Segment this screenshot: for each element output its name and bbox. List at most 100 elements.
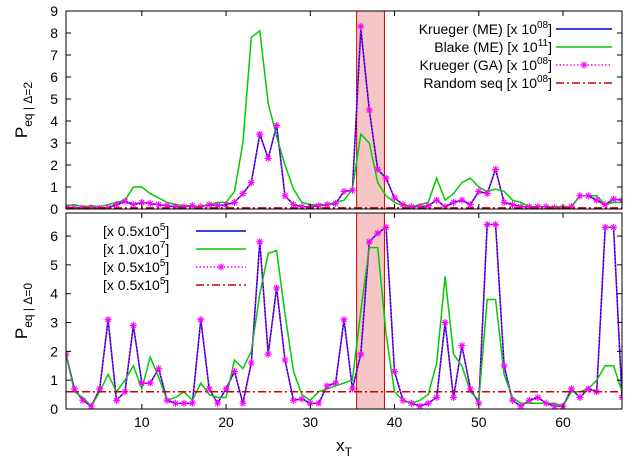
data-point-marker xyxy=(70,204,78,209)
data-point-marker xyxy=(542,203,550,209)
data-point-marker xyxy=(155,365,163,373)
data-point-marker xyxy=(256,238,264,246)
data-point-marker xyxy=(483,221,491,229)
data-point-marker xyxy=(374,229,382,237)
data-point-marker xyxy=(129,201,137,209)
data-point-marker xyxy=(416,402,424,409)
x-tick-label: 30 xyxy=(303,414,319,430)
data-point-marker xyxy=(576,192,584,200)
y-axis-label: Peq | Δ=0 xyxy=(12,283,35,340)
series-line-3 xyxy=(66,26,622,209)
legend-label-text: ] xyxy=(165,223,169,239)
data-point-marker xyxy=(87,402,95,409)
data-point-marker xyxy=(138,198,146,206)
legend-label: [x 1.0x107] xyxy=(103,240,169,257)
data-point-marker xyxy=(340,316,348,324)
data-point-marker xyxy=(315,202,323,209)
legend-label-text: Krueger (ME) [x 10 xyxy=(419,21,537,37)
legend-entry: Blake (ME) [x 1011] xyxy=(434,38,612,55)
x-tick-label: 20 xyxy=(218,414,234,430)
legend-entry: [x 1.0x107] xyxy=(103,240,246,257)
x-axis-label: xT xyxy=(336,436,353,459)
legend-label-text: [x 0.5x10 xyxy=(103,277,160,293)
legend-label-exponent: 7 xyxy=(160,240,166,251)
legend-entry: [x 0.5x105] xyxy=(103,276,246,293)
legend-label-text: ] xyxy=(548,39,552,55)
data-point-marker xyxy=(391,194,399,202)
data-point-marker xyxy=(441,319,449,327)
data-point-marker xyxy=(542,399,550,407)
data-point-marker xyxy=(172,399,180,407)
y-tick-label: 8 xyxy=(50,25,58,41)
plot-frame xyxy=(65,10,623,210)
data-point-marker xyxy=(450,393,458,401)
data-point-marker xyxy=(121,197,129,205)
y-tick-label: 4 xyxy=(50,113,58,129)
data-point-marker xyxy=(407,203,415,209)
data-point-marker xyxy=(525,203,533,209)
x-tick-label: 40 xyxy=(387,414,403,430)
data-point-marker xyxy=(323,201,331,209)
data-point-marker xyxy=(332,200,340,207)
data-point-marker xyxy=(163,202,171,209)
data-point-marker xyxy=(508,396,516,404)
data-point-marker xyxy=(458,196,466,204)
data-point-marker xyxy=(281,192,289,200)
data-point-marker xyxy=(534,203,542,209)
legend-label-exponent: 5 xyxy=(160,258,166,269)
data-point-marker xyxy=(138,379,146,387)
data-point-marker xyxy=(239,190,247,198)
data-point-marker xyxy=(289,396,297,404)
y-tick-label: 1 xyxy=(50,179,58,195)
data-point-marker xyxy=(146,200,154,207)
data-point-marker xyxy=(230,368,238,376)
data-point-marker xyxy=(289,201,297,209)
legend-label-text: Random seq [x 10 xyxy=(423,75,537,91)
data-point-marker xyxy=(382,223,390,231)
legend-label-text: [x 0.5x10 xyxy=(103,223,160,239)
y-axis-label-main: P xyxy=(12,328,31,339)
data-point-marker xyxy=(340,187,348,195)
data-point-marker xyxy=(197,316,205,324)
data-point-marker xyxy=(466,385,474,393)
data-point-marker xyxy=(96,385,104,393)
data-point-marker xyxy=(500,198,508,206)
data-point-marker xyxy=(298,203,306,209)
y-tick-label: 6 xyxy=(50,228,58,244)
data-point-marker xyxy=(517,402,525,409)
data-point-marker xyxy=(391,368,399,376)
y-tick-label: 4 xyxy=(50,286,58,302)
data-point-marker xyxy=(281,356,289,364)
legend-marker xyxy=(217,263,225,271)
data-point-marker xyxy=(576,393,584,401)
data-point-marker xyxy=(197,203,205,209)
data-point-marker xyxy=(475,399,483,407)
data-point-marker xyxy=(534,393,542,401)
x-tick-label: 10 xyxy=(134,414,150,430)
data-point-marker xyxy=(172,203,180,209)
legend-label: Krueger (ME) [x 1008] xyxy=(419,20,552,37)
data-point-marker xyxy=(610,223,618,231)
data-point-marker xyxy=(593,196,601,204)
y-tick-label: 0 xyxy=(50,401,58,417)
data-point-marker xyxy=(70,385,78,393)
data-point-marker xyxy=(551,402,559,409)
y-tick-label: 1 xyxy=(50,372,58,388)
data-point-marker xyxy=(121,388,129,396)
legend-label-text: ] xyxy=(548,75,552,91)
data-point-marker xyxy=(323,382,331,390)
data-point-marker xyxy=(416,203,424,209)
data-point-marker xyxy=(129,321,137,329)
data-point-marker xyxy=(104,316,112,324)
legend-label-exponent: 08 xyxy=(537,20,549,31)
data-point-marker xyxy=(508,201,516,209)
data-point-marker xyxy=(365,106,373,114)
legend-entry: Krueger (ME) [x 1008] xyxy=(419,20,612,37)
data-point-marker xyxy=(247,359,255,367)
data-point-marker xyxy=(332,379,340,387)
data-point-marker xyxy=(466,201,474,209)
data-point-marker xyxy=(433,393,441,401)
